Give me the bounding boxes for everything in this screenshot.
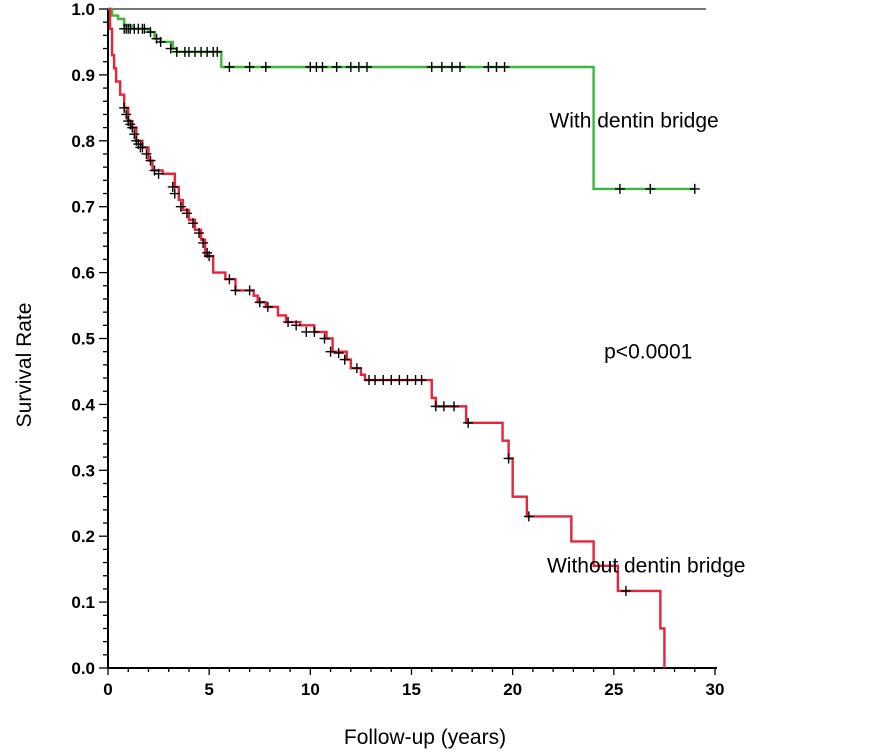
labels: Follow-up (years) Survival Rate With den… xyxy=(13,110,745,749)
censor-mark xyxy=(620,585,631,596)
censor-mark xyxy=(523,511,534,522)
censor-mark xyxy=(127,122,138,133)
y-tick-label: 0.3 xyxy=(71,461,95,480)
survival-curve-0 xyxy=(108,7,695,191)
y-axis-title: Survival Rate xyxy=(13,303,36,428)
censor-mark xyxy=(198,237,209,248)
annotation-with-dentin-bridge: With dentin bridge xyxy=(549,110,718,133)
censor-mark xyxy=(339,354,350,365)
censor-mark xyxy=(283,317,294,328)
x-tick-label: 20 xyxy=(503,680,522,699)
y-tick-label: 0.9 xyxy=(71,66,95,85)
censor-mark xyxy=(333,347,344,358)
censor-mark xyxy=(426,61,437,72)
censor-mark xyxy=(119,102,130,113)
censor-mark xyxy=(187,218,198,229)
censor-mark xyxy=(317,61,328,72)
x-tick-label: 0 xyxy=(103,680,112,699)
y-tick-label: 0.0 xyxy=(71,659,95,678)
y-tick-label: 0.2 xyxy=(71,527,95,546)
censor-mark xyxy=(254,297,265,308)
censor-mark xyxy=(262,301,273,312)
x-tick-label: 25 xyxy=(604,680,623,699)
censor-mark xyxy=(325,346,336,357)
y-tick-label: 0.5 xyxy=(71,330,95,349)
censor-mark xyxy=(614,183,625,194)
censor-mark xyxy=(155,36,166,47)
censor-mark xyxy=(121,109,132,120)
censor-mark xyxy=(499,61,510,72)
censor-mark xyxy=(645,183,656,194)
censor-mark xyxy=(145,27,156,38)
censor-mark xyxy=(230,285,241,296)
censor-mark xyxy=(503,453,514,464)
censor-mark xyxy=(416,375,427,386)
censor-mark xyxy=(137,142,148,153)
x-tick-label: 10 xyxy=(301,680,320,699)
censor-mark xyxy=(224,274,235,285)
censor-mark xyxy=(448,401,459,412)
censor-mark xyxy=(194,228,205,239)
annotation-without-dentin-bridge: Without dentin bridge xyxy=(547,554,745,577)
annotation-p-value: p<0.0001 xyxy=(604,340,692,363)
censor-mark xyxy=(153,168,164,179)
censor-mark xyxy=(244,285,255,296)
x-axis-title: Follow-up (years) xyxy=(344,726,506,749)
x-tick-label: 15 xyxy=(402,680,421,699)
censor-mark xyxy=(204,251,215,262)
x-tick-label: 30 xyxy=(706,680,725,699)
censor-mark xyxy=(319,333,330,344)
censor-mark xyxy=(463,417,474,428)
censor-mark xyxy=(141,148,152,159)
censor-mark xyxy=(331,61,342,72)
censor-mark xyxy=(175,201,186,212)
censor-mark xyxy=(309,326,320,337)
censor-mark xyxy=(224,61,235,72)
censor-mark xyxy=(260,61,271,72)
censor-mark xyxy=(291,320,302,331)
y-tick-label: 0.7 xyxy=(71,198,95,217)
censor-mark xyxy=(689,183,700,194)
censor-mark xyxy=(145,155,156,166)
censor-mark xyxy=(139,23,150,34)
censor-marks xyxy=(119,23,700,596)
y-tick-label: 0.6 xyxy=(71,264,95,283)
censor-mark xyxy=(165,43,176,54)
y-tick-label: 1.0 xyxy=(71,0,95,19)
y-tick-label: 0.8 xyxy=(71,132,95,151)
y-tick-label: 0.4 xyxy=(71,395,95,414)
censor-mark xyxy=(129,129,140,140)
censor-mark xyxy=(436,61,447,72)
censor-mark xyxy=(212,46,223,57)
censor-mark xyxy=(167,181,178,192)
censor-mark xyxy=(181,208,192,219)
censor-mark xyxy=(169,188,180,199)
censor-mark xyxy=(455,61,466,72)
censor-mark xyxy=(438,401,449,412)
censor-mark xyxy=(351,363,362,374)
y-tick-label: 0.1 xyxy=(71,593,95,612)
censor-mark xyxy=(361,61,372,72)
x-tick-label: 5 xyxy=(204,680,213,699)
ticks: 0 5 10 15 20 25 30 0.0 0.1 0.2 0.3 0.4 0.5 0.6 0.7 0.8 0… xyxy=(71,0,724,699)
censor-mark xyxy=(244,61,255,72)
